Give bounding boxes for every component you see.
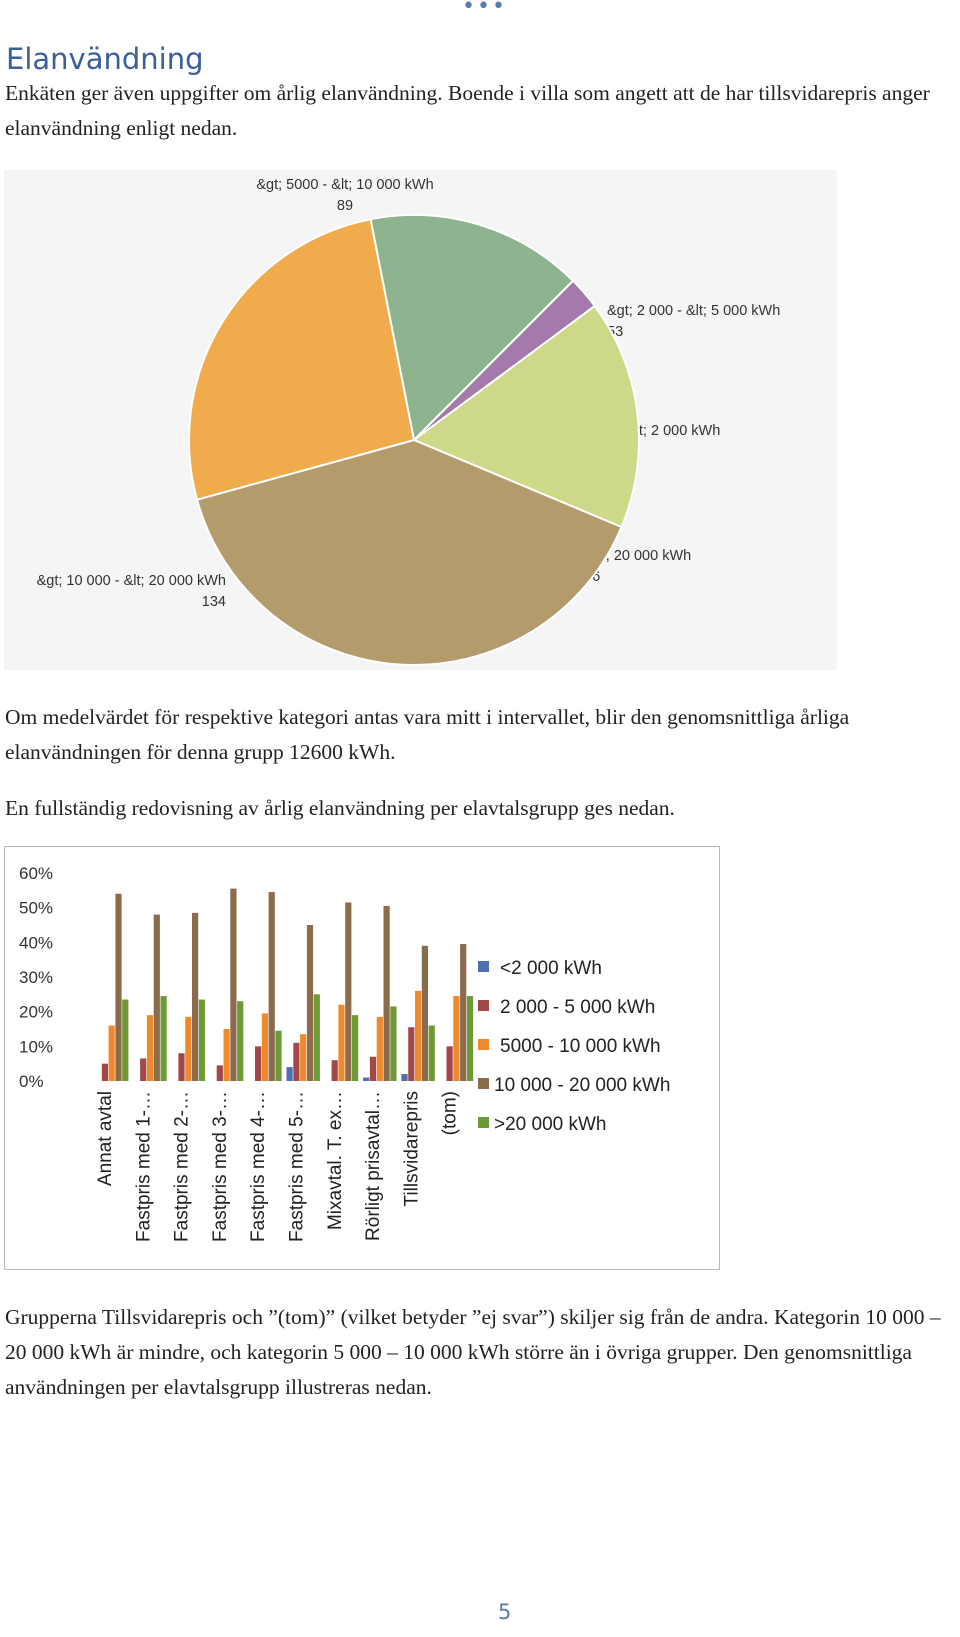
legend-swatch: [478, 1039, 489, 1050]
legend-label: 10 000 - 20 000 kWh: [494, 1075, 670, 1096]
bar-mark: [140, 1058, 147, 1081]
x-category-label: Fastpris med 2-…: [172, 1091, 193, 1242]
bar-mark: [237, 1001, 244, 1081]
bar-mark: [261, 1013, 268, 1081]
bar-mark: [428, 1025, 435, 1081]
pie-slice-label: &gt; 2 000 - &lt; 5 000 kWh: [607, 303, 780, 319]
bar-mark: [275, 1030, 282, 1081]
x-category-label: Rörligt prisavtal…: [363, 1091, 384, 1241]
bar-mark: [383, 905, 390, 1081]
bar-mark: [331, 1060, 338, 1081]
pie-slice-value: 134: [202, 594, 226, 610]
x-category-label: Mixavtal. T. ex…: [325, 1091, 346, 1230]
bar-mark: [313, 994, 320, 1081]
bar-mark: [108, 1025, 115, 1081]
legend-label: 2 000 - 5 000 kWh: [500, 997, 655, 1018]
y-tick-label: 60%: [19, 864, 53, 883]
bar-mark: [466, 996, 474, 1081]
pie-slice: [188, 218, 416, 501]
bar-mark: [306, 925, 314, 1081]
bar-mark: [101, 1063, 108, 1081]
x-category-label: Fastpris med 4-…: [248, 1091, 269, 1242]
page-number: 5: [498, 1600, 512, 1624]
bar-mark: [401, 1074, 408, 1081]
bar-mark: [369, 1056, 377, 1081]
pie-slice: [195, 438, 623, 666]
pie-slice: [411, 304, 640, 529]
y-tick-label: 10%: [19, 1037, 53, 1056]
bar-mark: [153, 914, 160, 1081]
bar-mark: [146, 1015, 154, 1081]
bar-mark: [122, 999, 129, 1081]
y-tick-label: 30%: [19, 968, 53, 987]
pie-slice-value: 89: [337, 198, 353, 214]
bar-mark: [185, 1016, 192, 1081]
full-report-paragraph: En fullständig redovisning av årlig elan…: [5, 796, 675, 820]
bar-mark: [230, 888, 237, 1081]
pie-slice-label: &lt; 2 000 kWh: [626, 423, 720, 439]
bar-mark: [338, 1004, 345, 1081]
y-tick-label: 20%: [19, 1003, 53, 1022]
bar-mark: [421, 945, 428, 1081]
bar-mark: [286, 1067, 293, 1081]
y-tick-label: 40%: [19, 933, 53, 952]
legend-label: 5000 - 10 000 kWh: [500, 1036, 661, 1057]
bar-mark: [178, 1053, 185, 1081]
intro-paragraph: Enkäten ger även uppgifter om årlig elan…: [5, 81, 930, 140]
bar-mark: [115, 893, 122, 1081]
page-ellipsis-decoration: •••: [462, 0, 507, 19]
bar-mark: [300, 1034, 307, 1081]
bar-mark: [345, 902, 352, 1081]
pie-chart-panel: &gt; 2 000 - &lt; 5 000 kWh 53 &lt; 2 000 …: [4, 170, 837, 670]
bar-mark: [352, 1015, 359, 1081]
y-tick-label: 0%: [19, 1072, 44, 1091]
x-category-label: Annat avtal: [95, 1091, 116, 1186]
bar-mark: [223, 1029, 230, 1081]
bar-mark: [268, 892, 275, 1081]
average-paragraph: Om medelvärdet för respektive kategori a…: [5, 705, 850, 764]
conclusion-paragraph: Grupperna Tillsvidarepris och ”(tom)” (v…: [5, 1305, 941, 1399]
x-category-label: Tillsvidarepris: [401, 1091, 422, 1206]
pie-slice: [369, 214, 575, 443]
bar-mark: [460, 944, 467, 1081]
pie-slice-label: &gt; 10 000 - &lt; 20 000 kWh: [37, 573, 226, 589]
legend-label: >20 000 kWh: [494, 1114, 607, 1135]
bar-chart-panel: 60% 50% 40% 30% 20% 10% 0% Annat avtal Fastpris …: [4, 846, 720, 1270]
legend-swatch: [478, 961, 489, 972]
bar-mark: [255, 1046, 262, 1081]
bar-mark: [363, 1077, 370, 1081]
bar-chart: 60% 50% 40% 30% 20% 10% 0% Annat avtal Fastpris …: [19, 864, 670, 1242]
bar-mark: [216, 1065, 223, 1081]
x-category-label: Fastpris med 3-…: [210, 1091, 231, 1242]
legend-swatch: [478, 1117, 489, 1128]
bar-mark: [415, 990, 422, 1081]
section-title: Elanvändning: [6, 42, 204, 76]
x-category-label: Fastpris med 5-…: [287, 1091, 308, 1242]
bar-mark: [192, 912, 199, 1081]
bar-mark: [293, 1042, 300, 1081]
bar-mark: [376, 1016, 383, 1081]
legend-label: <2 000 kWh: [500, 958, 602, 979]
bar-mark: [453, 996, 460, 1081]
y-tick-label: 50%: [19, 899, 53, 918]
bar-mark: [160, 996, 167, 1081]
x-category-label: (tom): [440, 1091, 461, 1135]
pie-slice-label: &gt; 20 000 kWh: [584, 548, 691, 564]
bar-mark: [198, 999, 205, 1081]
legend-swatch: [478, 1000, 489, 1011]
bar-mark: [390, 1006, 397, 1081]
bar-mark: [446, 1046, 453, 1081]
legend-swatch: [478, 1078, 489, 1089]
bar-mark: [408, 1027, 415, 1081]
x-category-label: Fastpris med 1-…: [133, 1091, 154, 1242]
pie-slice-label: &gt; 5000 - &lt; 10 000 kWh: [256, 177, 433, 193]
